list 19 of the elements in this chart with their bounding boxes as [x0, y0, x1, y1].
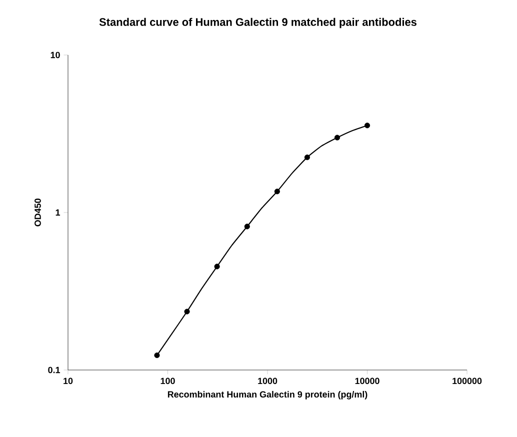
x-tick-label: 100000	[452, 378, 482, 384]
chart-title: Standard curve of Human Galectin 9 matched pair antibodies	[99, 18, 416, 28]
point	[184, 308, 190, 314]
point	[244, 224, 250, 230]
point	[304, 154, 310, 160]
x-tick-label: 10000	[355, 378, 380, 384]
point	[214, 264, 220, 270]
y-axis-title: OD450	[34, 198, 41, 226]
point	[274, 188, 280, 194]
point	[364, 122, 370, 128]
y-tick-label: 1	[56, 209, 60, 216]
x-tick-label: 100	[160, 378, 175, 384]
x-tick-label: 1000	[258, 378, 278, 384]
y-tick-label: 0.1	[48, 366, 60, 374]
point	[334, 134, 340, 140]
point	[154, 352, 160, 358]
y-tick-label: 10	[50, 52, 60, 58]
x-axis-title: Recombinant Human Galectin 9 protein (pg/ml)	[168, 390, 368, 400]
x-tick-label: 10	[64, 378, 73, 384]
